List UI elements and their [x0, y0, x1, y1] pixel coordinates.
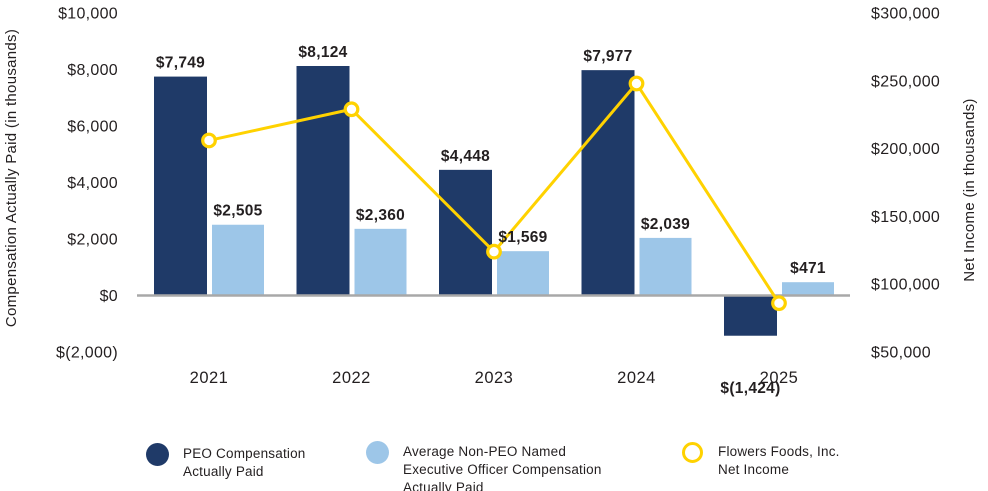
- bar-non-peo-2025: [782, 282, 834, 296]
- left-axis-tick-label: $8,000: [67, 62, 118, 79]
- bar-peo-2025: [724, 295, 777, 336]
- bar-value-label-peo-2025: $(1,424): [720, 380, 780, 397]
- right-axis-tick-label: $200,000: [871, 141, 940, 158]
- legend-item-net-income: Flowers Foods, Inc. Net Income: [681, 441, 840, 479]
- right-axis-tick-label: $300,000: [871, 6, 940, 23]
- right-axis-tick-label: $50,000: [871, 345, 931, 362]
- legend-label-non-peo: Average Non-PEO Named Executive Officer …: [403, 444, 602, 491]
- bar-value-label-non-peo-2021: $2,505: [213, 203, 262, 220]
- legend-item-non-peo-compensation: Average Non-PEO Named Executive Officer …: [366, 441, 602, 491]
- right-axis-tick-label: $100,000: [871, 277, 940, 294]
- x-axis-label-2021: 2021: [190, 369, 229, 387]
- net-income-line: [207, 82, 781, 305]
- bar-peo-2022: [296, 65, 350, 296]
- net-income-marker-2023: [486, 243, 502, 260]
- bar-non-peo-2022: [354, 228, 407, 296]
- bar-peo-2023: [439, 169, 492, 296]
- net-income-line-layer: [201, 75, 787, 312]
- net-income-marker-2022: [343, 101, 360, 118]
- x-axis-label-2022: 2022: [332, 369, 371, 387]
- legend-label-peo: PEO Compensation Actually Paid: [183, 446, 306, 479]
- bar-value-label-peo-2021: $7,749: [156, 55, 205, 72]
- bar-value-label-non-peo-2023: $1,569: [498, 229, 547, 246]
- bar-value-label-peo-2024: $7,977: [583, 48, 632, 65]
- bar-non-peo-2023: [497, 251, 549, 296]
- bar-value-label-non-peo-2024: $2,039: [641, 216, 690, 233]
- x-axis-label-2024: 2024: [617, 369, 656, 387]
- left-axis-tick-label: $0: [100, 288, 118, 305]
- right-axis-title: Net Income (in thousands): [961, 98, 978, 281]
- bar-peo-2024: [581, 70, 635, 296]
- left-axis-tick-label: $(2,000): [56, 345, 118, 362]
- bar-value-label-non-peo-2025: $471: [790, 260, 826, 277]
- legend-ring-net-income: [682, 442, 703, 463]
- x-axis-label-2025: 2025: [760, 369, 799, 387]
- bar-non-peo-2021: [212, 224, 264, 296]
- x-axis-label-2023: 2023: [475, 369, 514, 387]
- right-axis-tick-label: $250,000: [871, 73, 940, 90]
- bar-value-label-peo-2023: $4,448: [441, 148, 490, 165]
- chart-plot-area: $7,749 $2,505 2021 $8,124 $2,360 2022 $4,448 $1…: [3, 6, 978, 397]
- right-axis-tick-label: $150,000: [871, 209, 940, 226]
- left-axis-tick-label: $2,000: [67, 232, 118, 249]
- bar-non-peo-2024: [639, 237, 692, 296]
- left-axis-title: Compensation Actually Paid (in thousands…: [3, 29, 20, 327]
- net-income-marker-2025: [771, 295, 787, 312]
- left-axis-tick-label: $4,000: [67, 175, 118, 192]
- net-income-marker-2021: [201, 132, 217, 149]
- legend-label-net-income: Flowers Foods, Inc. Net Income: [718, 444, 840, 477]
- legend-dot-peo: [146, 443, 169, 466]
- left-axis-tick-label: $10,000: [58, 6, 118, 23]
- net-income-marker-2024: [628, 75, 645, 92]
- legend-item-peo-compensation: PEO Compensation Actually Paid: [146, 443, 306, 481]
- bar-value-label-peo-2022: $8,124: [298, 44, 347, 61]
- bars-layer: [154, 65, 834, 336]
- labels-layer: $7,749 $2,505 2021 $8,124 $2,360 2022 $4,448 $1…: [56, 6, 940, 397]
- legend-dot-non-peo: [366, 441, 389, 464]
- bar-value-label-non-peo-2022: $2,360: [356, 207, 405, 224]
- bar-peo-2021: [154, 76, 207, 296]
- left-axis-tick-label: $6,000: [67, 119, 118, 136]
